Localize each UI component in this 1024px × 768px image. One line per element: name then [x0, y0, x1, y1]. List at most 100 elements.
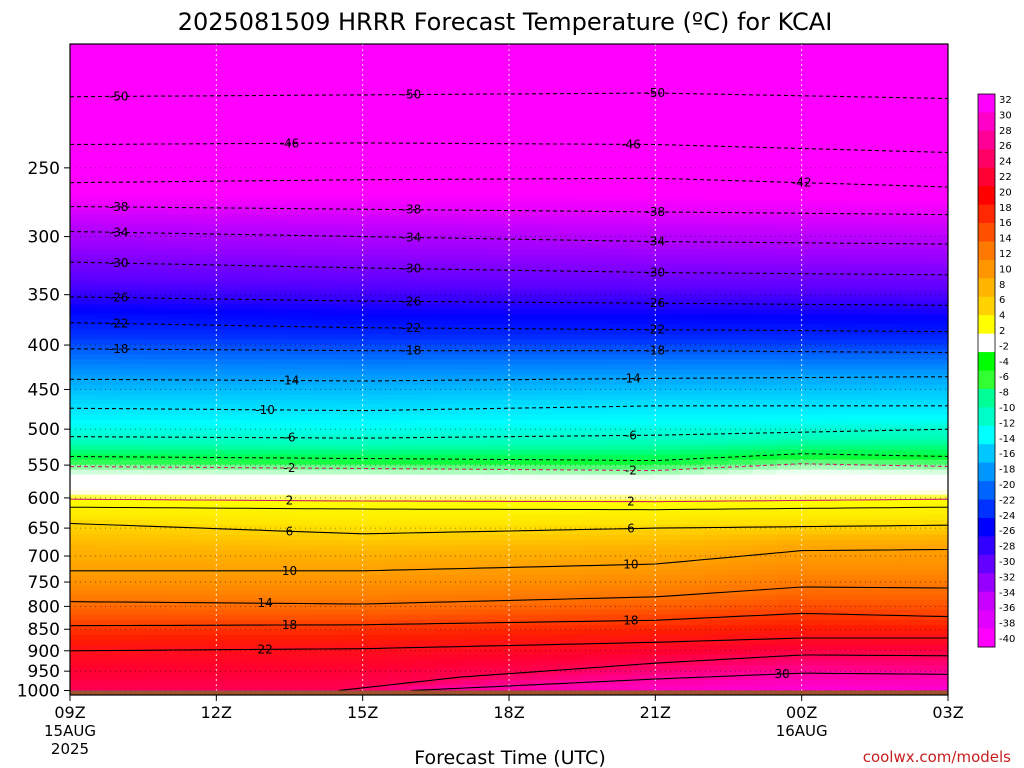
- field-cell: [826, 449, 852, 456]
- field-cell: [191, 324, 217, 331]
- field-cell: [191, 214, 217, 220]
- field-cell: [240, 594, 266, 601]
- field-cell: [338, 674, 364, 681]
- field-cell: [557, 534, 583, 541]
- field-cell: [582, 619, 608, 626]
- field-cell: [728, 439, 754, 446]
- field-cell: [630, 524, 656, 531]
- field-cell: [557, 564, 583, 571]
- field-cell: [752, 634, 778, 641]
- field-cell: [777, 299, 803, 305]
- field-cell: [728, 489, 754, 496]
- field-cell: [801, 599, 827, 606]
- field-cell: [899, 389, 925, 396]
- field-cell: [240, 119, 266, 125]
- field-cell: [435, 639, 461, 646]
- field-cell: [338, 364, 364, 371]
- field-cell: [94, 314, 120, 321]
- field-cell: [801, 474, 827, 481]
- field-cell: [557, 484, 583, 491]
- field-cell: [899, 549, 925, 556]
- field-cell: [338, 684, 364, 691]
- field-cell: [533, 479, 559, 486]
- field-cell: [752, 424, 778, 431]
- field-cell: [191, 109, 217, 115]
- field-cell: [728, 284, 754, 290]
- field-cell: [387, 64, 413, 70]
- field-cell: [191, 204, 217, 210]
- field-cell: [533, 439, 559, 446]
- field-cell: [777, 259, 803, 265]
- field-cell: [728, 629, 754, 636]
- field-cell: [606, 619, 632, 626]
- field-cell: [118, 59, 144, 65]
- field-cell: [387, 249, 413, 255]
- field-cell: [752, 79, 778, 85]
- field-cell: [655, 619, 681, 626]
- field-cell: [899, 44, 925, 50]
- field-cell: [265, 339, 291, 346]
- field-cell: [313, 174, 339, 180]
- field-cell: [118, 389, 144, 396]
- field-cell: [874, 309, 900, 316]
- field-cell: [265, 644, 291, 651]
- field-cell: [167, 44, 193, 50]
- field-cell: [387, 254, 413, 260]
- field-cell: [191, 369, 217, 376]
- field-cell: [265, 64, 291, 70]
- field-cell: [70, 284, 95, 290]
- field-cell: [801, 244, 827, 250]
- field-cell: [94, 529, 120, 536]
- field-cell: [118, 659, 144, 666]
- field-cell: [704, 274, 730, 280]
- field-cell: [704, 234, 730, 240]
- field-cell: [606, 319, 632, 326]
- field-cell: [70, 99, 95, 105]
- field-cell: [387, 309, 413, 316]
- field-cell: [435, 354, 461, 361]
- field-cell: [801, 114, 827, 120]
- field-cell: [509, 189, 534, 195]
- field-cell: [533, 184, 559, 190]
- field-cell: [826, 234, 852, 240]
- field-cell: [850, 574, 876, 581]
- field-cell: [606, 124, 632, 130]
- field-cell: [362, 359, 388, 366]
- credit-text[interactable]: coolwx.com/models: [863, 748, 1011, 766]
- field-cell: [289, 549, 315, 556]
- field-cell: [435, 589, 461, 596]
- field-cell: [704, 229, 730, 235]
- field-cell: [460, 429, 486, 436]
- field-cell: [411, 274, 437, 280]
- field-cell: [313, 634, 339, 641]
- field-cell: [923, 184, 948, 190]
- field-cell: [582, 589, 608, 596]
- field-cell: [606, 349, 632, 356]
- field-cell: [606, 524, 632, 531]
- field-cell: [435, 569, 461, 576]
- field-cell: [630, 649, 656, 656]
- field-cell: [167, 419, 193, 426]
- field-cell: [777, 149, 803, 155]
- field-cell: [874, 594, 900, 601]
- field-cell: [362, 664, 388, 671]
- field-cell: [728, 304, 754, 311]
- field-cell: [70, 369, 95, 376]
- field-cell: [582, 399, 608, 406]
- field-cell: [850, 649, 876, 656]
- field-cell: [338, 179, 364, 185]
- field-cell: [143, 509, 169, 516]
- field-cell: [460, 394, 486, 401]
- field-cell: [362, 194, 388, 200]
- field-cell: [240, 224, 266, 230]
- field-cell: [655, 329, 681, 336]
- field-cell: [874, 344, 900, 351]
- field-cell: [752, 439, 778, 446]
- field-cell: [216, 279, 242, 285]
- field-cell: [728, 519, 754, 526]
- field-cell: [143, 664, 169, 671]
- field-cell: [655, 384, 681, 391]
- field-cell: [582, 614, 608, 621]
- field-cell: [801, 444, 827, 451]
- field-cell: [728, 469, 754, 476]
